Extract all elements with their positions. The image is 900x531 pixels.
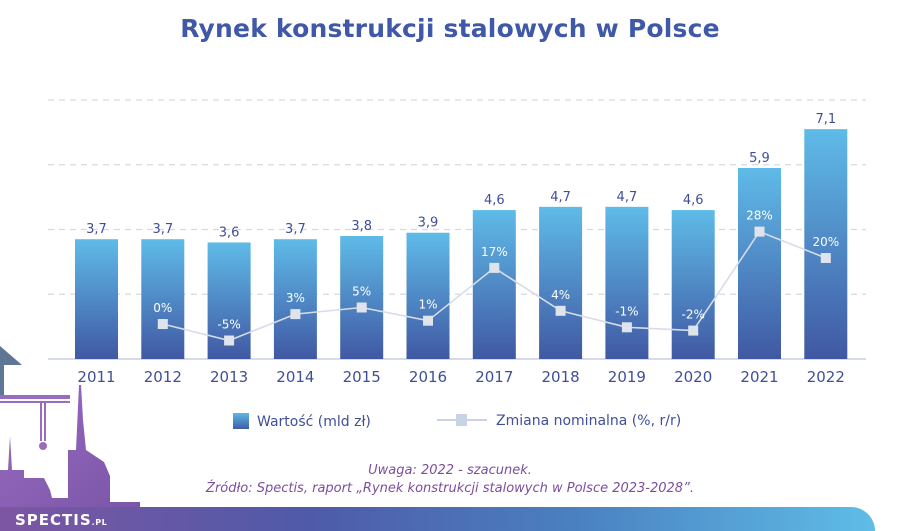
bar-2017 (472, 210, 516, 359)
change-value-label: 4% (551, 288, 570, 302)
change-marker (290, 309, 301, 320)
roof-post (0, 365, 4, 395)
bar-value-label: 4,7 (550, 190, 571, 205)
roof-shape (0, 346, 22, 365)
change-marker (820, 253, 831, 263)
change-value-label: 0% (153, 301, 172, 315)
logo-suffix: .PL (91, 518, 108, 527)
change-value-label: -2% (682, 308, 705, 322)
skyline-illustration (0, 346, 140, 507)
bar-value-label: 4,6 (683, 193, 704, 208)
bar-value-label: 3,7 (285, 222, 306, 237)
change-marker (157, 319, 168, 329)
legend-line-label: Zmiana nominalna (%, r/r) (496, 413, 682, 429)
legend-bar-swatch (233, 413, 249, 429)
x-tick-label: 2022 (807, 368, 845, 386)
bar-value-label: 3,8 (351, 219, 372, 234)
crane-icon (0, 395, 70, 450)
note-estimate: Uwaga: 2022 - szacunek. (368, 463, 532, 478)
change-marker (423, 315, 433, 326)
change-marker (754, 226, 765, 237)
change-value-label: -1% (615, 304, 638, 318)
bar-2022 (804, 129, 848, 359)
x-tick-label: 2015 (343, 368, 381, 386)
bar-value-label: 3,7 (86, 222, 107, 237)
bar-value-label: 5,9 (749, 151, 770, 166)
legend-item-value: Wartość (mld zł) (233, 413, 371, 430)
bar-2021 (738, 167, 781, 359)
change-marker (688, 325, 699, 336)
bar-2016 (406, 232, 450, 359)
x-tick-label: 2021 (740, 368, 778, 386)
change-value-label: 1% (418, 298, 437, 312)
bar-value-label: 3,6 (219, 225, 240, 240)
change-value-label: 28% (746, 209, 773, 223)
change-value-label: -5% (217, 318, 240, 332)
gridlines (48, 99, 866, 295)
skyline-buildings (0, 385, 140, 507)
x-tick-label: 2014 (276, 368, 314, 386)
x-tick-label: 2011 (77, 368, 115, 386)
legend-item-change: Zmiana nominalna (%, r/r) (437, 413, 681, 429)
change-value-label: 20% (812, 235, 839, 249)
change-marker (224, 335, 235, 346)
bar-2020 (671, 210, 715, 359)
bar-value-label: 4,6 (484, 193, 505, 208)
bar-2015 (340, 235, 384, 359)
x-tick-label: 2012 (144, 368, 182, 386)
legend-line-swatch (437, 413, 487, 427)
change-marker (489, 262, 500, 273)
bar-2012 (141, 239, 185, 359)
bar-value-label: 7,1 (815, 112, 836, 127)
spectis-logo: SPECTIS.PL (15, 511, 107, 529)
logo-text: SPECTIS (15, 511, 92, 529)
x-tick-label: 2019 (608, 368, 646, 386)
bar-2011 (75, 239, 118, 359)
change-value-label: 17% (481, 245, 508, 259)
x-tick-label: 2020 (674, 368, 712, 386)
x-tick-label: 2018 (542, 368, 580, 386)
bar-value-label: 3,9 (418, 216, 439, 231)
change-value-label: 3% (286, 291, 305, 305)
x-tick-label: 2017 (475, 368, 513, 386)
note-source: Źródło: Spectis, raport „Rynek konstrukc… (206, 481, 694, 496)
bar-2014 (273, 239, 317, 359)
x-tick-label: 2013 (210, 368, 248, 386)
bar-2019 (605, 206, 649, 359)
change-marker (555, 305, 566, 316)
change-marker (356, 302, 367, 313)
bar-value-label: 3,7 (152, 222, 173, 237)
chart-title: Rynek konstrukcji stalowych w Polsce (180, 14, 720, 43)
x-tick-label: 2016 (409, 368, 447, 386)
bar-2018 (539, 206, 583, 359)
legend-bar-label: Wartość (mld zł) (257, 414, 371, 430)
change-value-label: 5% (352, 285, 371, 299)
change-marker (621, 322, 632, 333)
bar-value-label: 4,7 (617, 190, 638, 205)
footer-band (0, 507, 875, 531)
